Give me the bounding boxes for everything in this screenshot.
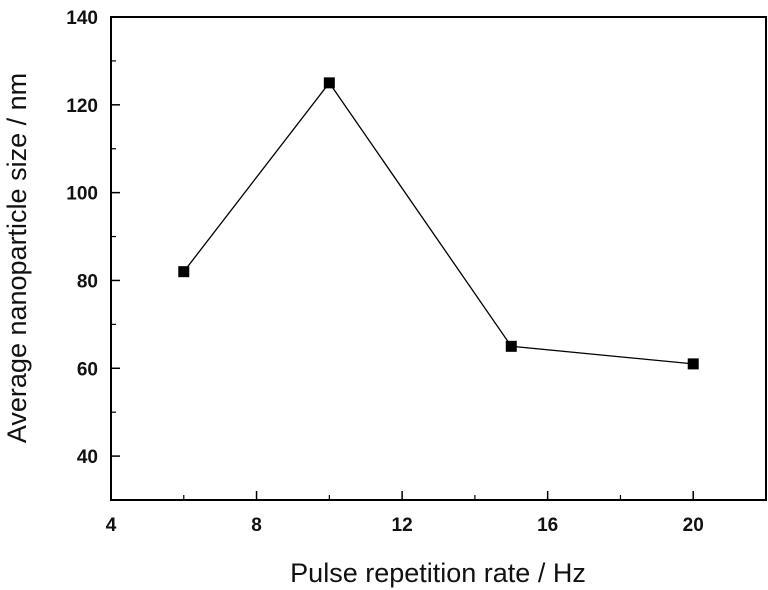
y-axis-title: Average nanoparticle size / nm — [2, 73, 32, 443]
plot-frame — [110, 16, 767, 501]
y-tick-label: 140 — [66, 8, 98, 29]
data-point — [323, 77, 335, 89]
y-tick-label: 60 — [77, 359, 98, 380]
series-line — [183, 81, 694, 365]
x-tick-label: 20 — [683, 515, 704, 536]
data-point — [178, 266, 190, 278]
x-axis-title: Pulse repetition rate / Hz — [290, 558, 586, 588]
y-tick-label: 120 — [66, 96, 98, 117]
axis-tick-labels: 4 8 12 16 20 40 60 80 100 120 140 — [66, 8, 703, 536]
y-tick-label: 100 — [66, 184, 98, 205]
y-tick-label: 40 — [77, 447, 98, 468]
x-tick-label: 8 — [251, 515, 262, 536]
x-tick-label: 16 — [537, 515, 558, 536]
data-series — [178, 77, 699, 370]
data-point — [505, 340, 517, 352]
data-point — [687, 358, 699, 370]
x-tick-label: 12 — [392, 515, 413, 536]
y-tick-label: 80 — [77, 271, 98, 292]
axis-ticks — [110, 16, 694, 500]
x-tick-label: 4 — [106, 515, 117, 536]
